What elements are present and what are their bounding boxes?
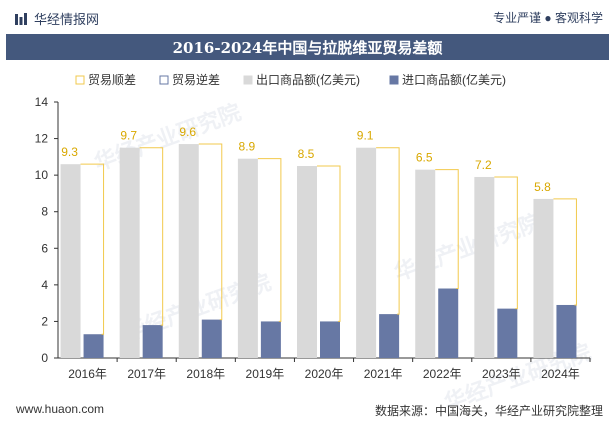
website-link[interactable]: www.huaon.com (16, 402, 105, 416)
y-tick-label: 10 (35, 168, 49, 182)
x-tick-label: 2022年 (423, 367, 462, 381)
x-tick-label: 2019年 (246, 367, 285, 381)
import-bar (379, 314, 400, 358)
y-tick-label: 14 (35, 95, 49, 109)
export-bar (415, 169, 436, 358)
y-tick-label: 2 (41, 314, 48, 328)
export-bar (356, 147, 377, 358)
legend-swatch (75, 75, 85, 85)
x-tick-label: 2018年 (186, 367, 225, 381)
y-tick-label: 12 (35, 132, 49, 146)
surplus-data-label: 9.1 (357, 129, 374, 143)
legend-swatch (243, 75, 253, 85)
chart-title-bar: 2016-2024年中国与拉脱维亚贸易差额 (6, 34, 609, 60)
y-tick-label: 4 (41, 278, 48, 292)
surplus-bracket (198, 143, 223, 321)
legend-label: 贸易逆差 (172, 72, 220, 87)
import-bar (320, 321, 340, 358)
surplus-bracket (376, 147, 400, 315)
surplus-bracket (80, 163, 105, 335)
surplus-bracket (553, 198, 577, 306)
x-tick-label: 2017年 (127, 367, 166, 381)
surplus-bracket (317, 165, 341, 322)
surplus-data-label: 7.2 (475, 158, 492, 172)
x-tick-label: 2021年 (364, 367, 403, 381)
import-bar (556, 304, 577, 358)
export-bar (119, 147, 140, 358)
export-bar (60, 164, 81, 358)
brand-name: 华经情报网 (34, 12, 100, 27)
x-tick-label: 2024年 (541, 367, 580, 381)
surplus-data-label: 8.9 (239, 140, 256, 154)
surplus-bracket (257, 158, 282, 322)
huajing-logo-icon (15, 12, 27, 25)
chart-title: 2016-2024年中国与拉脱维亚贸易差额 (172, 38, 443, 57)
header: 华经情报网 专业严谨 ● 客观科学 (0, 0, 615, 34)
tagline: 专业严谨 ● 客观科学 (493, 11, 603, 25)
x-tick-label: 2016年 (68, 367, 107, 381)
footer: www.huaon.com 数据来源：中国海关，华经产业研究院整理 (0, 396, 615, 427)
surplus-data-label: 9.7 (120, 129, 137, 143)
surplus-bracket (435, 169, 459, 290)
x-tick-label: 2020年 (305, 367, 344, 381)
export-bar (474, 176, 495, 358)
surplus-bracket (494, 176, 518, 310)
import-bar (83, 334, 104, 358)
export-bar (178, 144, 199, 358)
import-bar (201, 319, 222, 358)
surplus-data-label: 9.3 (61, 145, 78, 159)
export-bar (297, 166, 317, 358)
legend-swatch (389, 75, 399, 85)
surplus-data-label: 6.5 (416, 151, 433, 165)
surplus-bracket (139, 147, 164, 326)
x-tick-label: 2023年 (482, 367, 521, 381)
legend-swatch (159, 75, 169, 85)
surplus-data-label: 9.6 (179, 125, 196, 139)
legend-label: 进口商品额(亿美元) (402, 72, 506, 87)
data-source: 数据来源：中国海关，华经产业研究院整理 (374, 404, 603, 418)
y-tick-label: 0 (41, 351, 48, 365)
legend-label: 贸易顺差 (88, 73, 136, 87)
surplus-data-label: 8.5 (298, 147, 315, 161)
trade-balance-chart: 贸易顺差 贸易逆差 出口商品额(亿美元) 进口商品额(亿美元) 0 2 4 6 8 10 12 14 9… (35, 72, 591, 381)
legend-label: 出口商品额(亿美元) (256, 72, 360, 87)
y-tick-label: 8 (41, 205, 48, 219)
export-bar (533, 198, 554, 358)
brand[interactable]: 华经情报网 (14, 9, 99, 28)
surplus-data-label: 5.8 (534, 180, 551, 194)
y-tick-label: 6 (41, 241, 48, 255)
import-bar (260, 321, 281, 358)
import-bar (497, 308, 518, 358)
import-bar (438, 288, 459, 358)
import-bar (142, 325, 163, 358)
export-bar (237, 158, 258, 358)
